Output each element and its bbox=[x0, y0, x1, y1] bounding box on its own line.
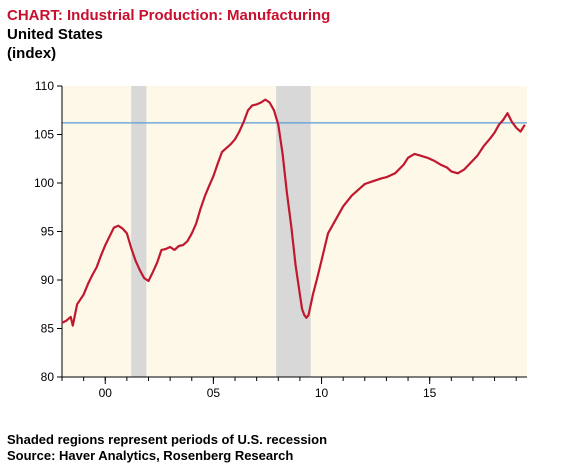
recession-band-1 bbox=[131, 86, 147, 377]
chart-units: (index) bbox=[7, 45, 57, 62]
title-block: CHART: Industrial Production: Manufactur… bbox=[7, 6, 330, 63]
chart-subtitle: United States bbox=[7, 26, 103, 43]
y-tick-label-80: 80 bbox=[41, 370, 55, 384]
x-tick-label-00: 00 bbox=[99, 386, 113, 400]
series-line-1 bbox=[61, 98, 526, 327]
chart-title: CHART: Industrial Production: Manufactur… bbox=[7, 7, 331, 24]
y-tick-label-105: 105 bbox=[34, 128, 54, 142]
footer: Shaded regions represent periods of U.S.… bbox=[7, 432, 327, 464]
x-tick-label-15: 15 bbox=[423, 386, 437, 400]
y-tick-label-110: 110 bbox=[35, 79, 54, 93]
x-tick-label-10: 10 bbox=[315, 386, 329, 400]
recession-band-2 bbox=[276, 86, 311, 377]
source-note: Source: Haver Analytics, Rosenberg Resea… bbox=[7, 448, 294, 463]
recession-note: Shaded regions represent periods of U.S.… bbox=[7, 432, 328, 447]
x-tick-label-05: 05 bbox=[207, 386, 221, 400]
y-tick-label-95: 95 bbox=[41, 225, 55, 239]
y-tick-label-100: 100 bbox=[34, 176, 54, 190]
y-tick-label-90: 90 bbox=[41, 273, 55, 287]
y-tick-label-85: 85 bbox=[41, 322, 55, 336]
